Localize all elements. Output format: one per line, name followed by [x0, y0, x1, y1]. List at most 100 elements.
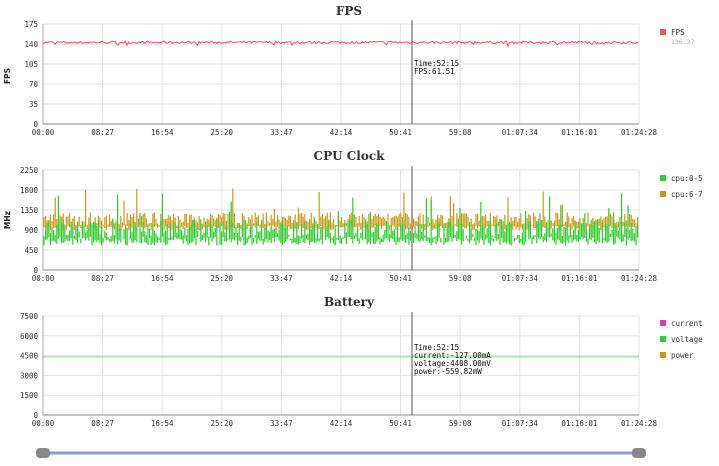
cpu-x-ticks: 00:00 08:27 16:54 25:20 33:47 42:14 50:41 59:08…: [32, 274, 658, 283]
x-tick-label: 59:08: [449, 419, 472, 428]
legend-swatch: [660, 29, 666, 35]
x-tick-label: 01:07:34: [502, 128, 539, 137]
x-tick-label: 50:41: [389, 419, 412, 428]
x-tick-label: 42:14: [330, 274, 353, 283]
x-tick-label: 00:00: [32, 419, 55, 428]
x-tick-label: 42:14: [330, 128, 353, 137]
battery-tooltip: Time:52:15current:-127.00mAvoltage:4408.…: [414, 343, 491, 376]
time-range-slider[interactable]: [36, 448, 646, 458]
legend-item[interactable]: cpu:6-7: [660, 190, 703, 199]
y-tick-label: 0: [33, 411, 38, 420]
x-tick-label: 33:47: [270, 274, 293, 283]
y-tick-label: 2250: [20, 166, 39, 175]
x-tick-label: 08:27: [91, 128, 114, 137]
legend-item[interactable]: power: [660, 351, 694, 360]
y-tick-label: 3000: [20, 371, 39, 380]
fps-ylabel: FPS: [3, 68, 12, 84]
x-tick-label: 59:08: [449, 128, 472, 137]
x-tick-label: 16:54: [151, 274, 174, 283]
x-tick-label: 50:41: [389, 128, 412, 137]
legend-swatch: [660, 320, 666, 326]
legend-item[interactable]: current: [660, 319, 703, 328]
x-tick-label: 50:41: [389, 274, 412, 283]
y-tick-label: 0: [33, 266, 38, 275]
legend-swatch: [660, 352, 666, 358]
x-tick-label: 01:07:34: [502, 274, 539, 283]
x-tick-label: 08:27: [91, 274, 114, 283]
x-tick-label: 08:27: [91, 419, 114, 428]
x-tick-label: 42:14: [330, 419, 353, 428]
x-tick-label: 16:54: [151, 419, 174, 428]
battery-title: Battery: [324, 295, 375, 309]
legend-value: 136.37: [671, 38, 695, 46]
battery-y-ticks: 0 1500 3000 4500 6000 7500: [20, 312, 39, 420]
x-tick-label: 00:00: [32, 128, 55, 137]
y-tick-label: 35: [29, 100, 38, 109]
y-tick-label: 1500: [20, 391, 39, 400]
tooltip-line: Time:52:15: [414, 343, 459, 352]
cpu-series: [43, 166, 639, 270]
tooltip-line: Time:52:15: [414, 59, 459, 68]
legend-label: power: [671, 351, 694, 360]
x-tick-label: 01:16:01: [561, 274, 597, 283]
cpu-title: CPU Clock: [314, 149, 386, 163]
x-tick-label: 01:24:28: [621, 419, 658, 428]
fps-y-ticks: 0 35 70 105 140 175: [24, 20, 38, 129]
fps-line: [42, 40, 639, 49]
cpu-y-ticks: 0 450 900 1350 1800 2250: [20, 166, 39, 275]
battery-chart: Battery 0 1500 3000 4500 6000 7500 00:00 08:27…: [20, 295, 703, 428]
x-tick-label: 25:20: [211, 128, 234, 137]
x-tick-label: 16:54: [151, 128, 174, 137]
legend-label: current: [671, 319, 703, 328]
y-tick-label: 1350: [20, 206, 39, 215]
x-tick-label: 59:08: [449, 274, 472, 283]
slider-left-handle[interactable]: [36, 448, 50, 458]
x-tick-label: 01:07:34: [502, 419, 539, 428]
x-tick-label: 33:47: [270, 419, 293, 428]
tooltip-line: voltage:4408.00mV: [414, 359, 491, 368]
x-tick-label: 01:16:01: [561, 128, 597, 137]
x-tick-label: 01:16:01: [561, 419, 597, 428]
legend-label: cpu:6-7: [671, 190, 703, 199]
fps-series: [42, 20, 639, 124]
legend-swatch: [660, 336, 666, 342]
battery-legend[interactable]: current voltage power: [660, 319, 703, 360]
cpu-legend[interactable]: cpu:0-5 cpu:6-7: [660, 174, 703, 199]
y-tick-label: 70: [29, 80, 39, 89]
x-tick-label: 01:24:28: [621, 128, 658, 137]
y-tick-label: 0: [33, 120, 38, 129]
tooltip-line: FPS:61.51: [414, 67, 455, 76]
y-tick-label: 4500: [20, 352, 39, 361]
x-tick-label: 01:24:28: [621, 274, 658, 283]
legend-swatch: [660, 191, 666, 197]
battery-grid: [42, 315, 640, 416]
y-tick-label: 175: [24, 20, 38, 29]
y-tick-label: 900: [24, 226, 38, 235]
slider-right-handle[interactable]: [632, 448, 646, 458]
y-tick-label: 140: [24, 40, 38, 49]
legend-label: cpu:0-5: [671, 174, 703, 183]
x-tick-label: 00:00: [32, 274, 55, 283]
y-tick-label: 450: [24, 246, 38, 255]
legend-swatch: [660, 175, 666, 181]
legend-label: FPS: [671, 28, 685, 37]
y-tick-label: 1800: [20, 186, 39, 195]
fps-grid: [42, 23, 640, 125]
cpu-ylabel: MHz: [3, 211, 12, 229]
battery-x-ticks: 00:00 08:27 16:54 25:20 33:47 42:14 50:41 59:08…: [32, 419, 658, 428]
fps-x-ticks: 00:00 08:27 16:54 25:20 33:47 42:14 50:41 59:08…: [32, 128, 658, 137]
tooltip-line: current:-127.00mA: [414, 351, 491, 360]
legend-item[interactable]: cpu:0-5: [660, 174, 703, 183]
fps-title: FPS: [336, 4, 362, 18]
y-tick-label: 6000: [20, 332, 39, 341]
battery-series: [43, 312, 639, 415]
legend-item[interactable]: voltage: [660, 335, 703, 344]
y-tick-label: 7500: [20, 312, 39, 321]
x-tick-label: 33:47: [270, 128, 293, 137]
fps-chart: FPS FPS 0 35 70 105 140 175 00:00 08:27 16:54 25…: [3, 4, 695, 137]
